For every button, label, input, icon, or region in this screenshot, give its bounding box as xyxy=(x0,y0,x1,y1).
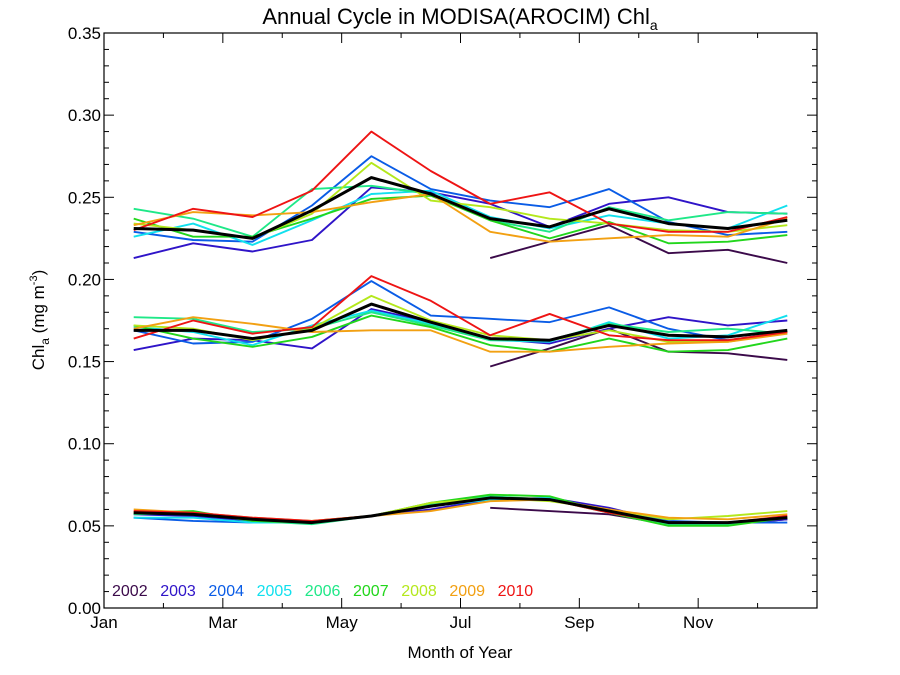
series-line-2009-middle xyxy=(133,316,788,353)
x-tick-label: Mar xyxy=(208,613,238,632)
x-tick-label: Nov xyxy=(683,613,714,632)
y-tick-label: 0.15 xyxy=(68,353,101,372)
chart-title-subscript: a xyxy=(650,17,658,33)
y-axis-title-superscript: -3 xyxy=(28,275,40,285)
x-axis-title: Month of Year xyxy=(408,643,513,662)
series-line-2007-middle xyxy=(133,314,788,353)
legend-entry-2010: 2010 xyxy=(498,583,534,600)
y-tick-label: 0.00 xyxy=(68,599,101,618)
y-tick-label: 0.05 xyxy=(68,517,101,536)
series-line-2004-middle xyxy=(133,280,788,345)
legend-entry-2008: 2008 xyxy=(401,583,437,600)
legend-entry-2004: 2004 xyxy=(208,583,244,600)
legend-entry-2002: 2002 xyxy=(112,583,148,600)
series-line-2002-upper xyxy=(489,224,788,264)
legend-entry-2005: 2005 xyxy=(257,583,293,600)
y-axis-title: Chla (mg m-3) xyxy=(28,270,52,371)
y-tick-label: 0.35 xyxy=(68,24,101,43)
mean-line-upper xyxy=(133,176,788,240)
chart-title-main: Annual Cycle in MODISA(AROCIM) Chl xyxy=(262,4,650,29)
y-tick-label: 0.25 xyxy=(68,188,101,207)
legend-entry-2006: 2006 xyxy=(305,583,341,600)
legend-entry-2003: 2003 xyxy=(160,583,196,600)
x-tick-label: Sep xyxy=(564,613,594,632)
mean-line-middle xyxy=(133,302,788,342)
series-line-2003-upper xyxy=(133,186,788,259)
y-axis-title-unit: (mg m xyxy=(29,285,48,338)
y-axis-title-subscript: a xyxy=(38,338,52,345)
series-line-2010-upper xyxy=(133,130,788,233)
x-axis: Jan Mar May Jul Sep Nov xyxy=(90,33,759,632)
series-layer xyxy=(133,130,788,527)
x-tick-label: Jan xyxy=(90,613,117,632)
y-axis-title-main: Chl xyxy=(29,345,48,371)
x-tick-label: May xyxy=(326,613,359,632)
legend-entry-2009: 2009 xyxy=(449,583,485,600)
mean-line-lower xyxy=(133,496,788,525)
legend: 2002 2003 2004 2005 2006 2007 2008 2009 2010 xyxy=(112,583,533,600)
series-line-2010-middle xyxy=(133,275,788,342)
y-tick-label: 0.10 xyxy=(68,435,101,454)
series-line-2006-middle xyxy=(133,311,788,342)
y-tick-label: 0.20 xyxy=(68,270,101,289)
y-axis: 0.00 0.05 0.10 0.15 0.20 0.25 0.30 0.35 xyxy=(68,24,817,618)
chart-title: Annual Cycle in MODISA(AROCIM) Chla xyxy=(262,4,658,33)
y-axis-title-unit-end: ) xyxy=(29,270,48,276)
legend-entry-2007: 2007 xyxy=(353,583,389,600)
series-line-2006-upper xyxy=(133,184,788,238)
x-tick-label: Jul xyxy=(450,613,472,632)
y-tick-label: 0.30 xyxy=(68,106,101,125)
